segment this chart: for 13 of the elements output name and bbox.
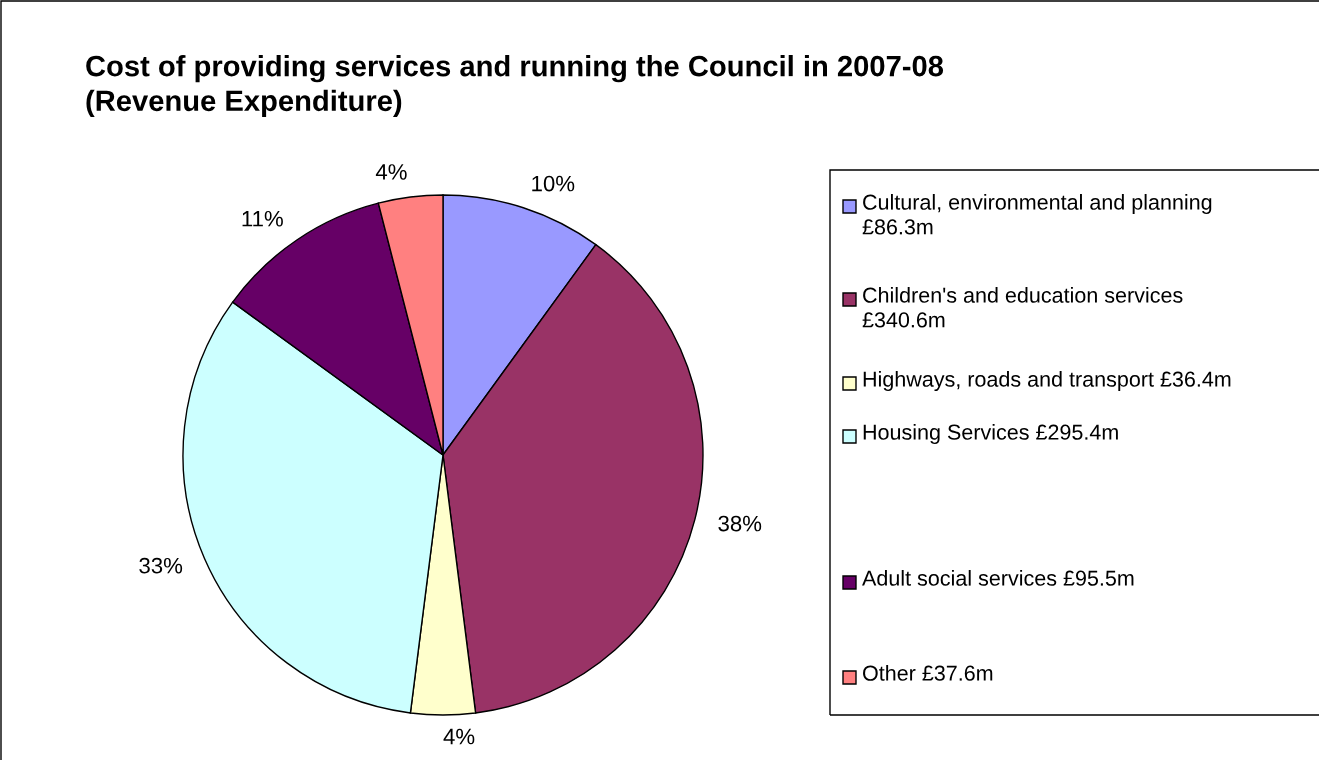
legend-label: Adult social services £95.5m (862, 570, 1134, 586)
legend-label: Cultural, environmental and planning £86.3m (862, 194, 1212, 235)
data-label: 4% (443, 728, 475, 745)
legend-label: Housing Services £295.4m (863, 424, 1118, 445)
data-label: 4% (375, 164, 407, 180)
chart-title: Cost of providing services and running the Council in 2007-08 (Revenue Expenditure) (86, 55, 944, 117)
legend-label: Children's and education services £340.6m (862, 287, 1183, 328)
legend-label: Highways, roads and transport £36.4m (863, 371, 1231, 392)
data-label: 11% (242, 210, 283, 227)
data-label: 33% (139, 557, 183, 574)
data-label: 38% (718, 515, 762, 532)
legend-label: Other £37.6m (863, 665, 993, 681)
data-label: 10% (532, 175, 575, 192)
